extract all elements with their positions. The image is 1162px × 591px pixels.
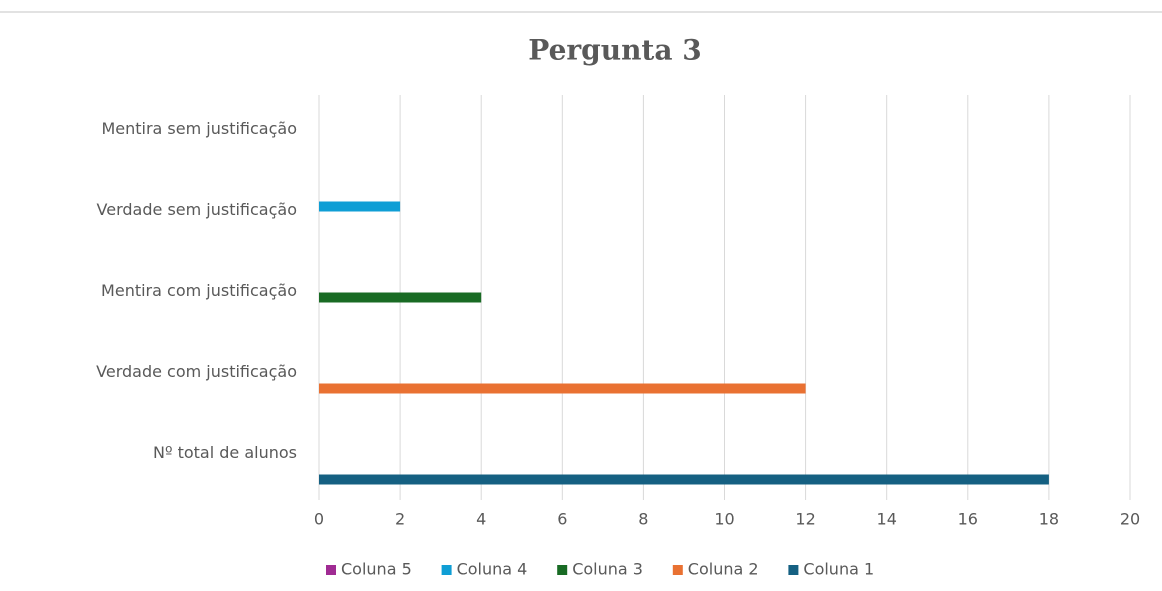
legend-swatch: [672, 565, 683, 575]
x-tick-label: 14: [877, 510, 897, 529]
x-tick-label: 8: [638, 510, 648, 529]
legend-swatch: [441, 565, 452, 575]
x-tick-label: 0: [314, 510, 324, 529]
y-tick-label: Mentira sem justificação: [101, 119, 297, 138]
bar: [319, 474, 1049, 485]
y-tick-label: Verdade com justificação: [96, 362, 297, 381]
bar: [319, 383, 806, 394]
legend-label: Coluna 4: [457, 560, 528, 579]
y-tick-label: Verdade sem justificação: [97, 200, 297, 219]
x-tick-label: 12: [795, 510, 815, 529]
legend-label: Coluna 5: [341, 560, 412, 579]
x-tick-label: 6: [557, 510, 567, 529]
legend-swatch: [788, 565, 799, 575]
legend-label: Coluna 3: [572, 560, 643, 579]
y-tick-label: Mentira com justificação: [101, 281, 297, 300]
legend-label: Coluna 2: [688, 560, 759, 579]
bar: [319, 292, 482, 303]
legend-label: Coluna 1: [803, 560, 874, 579]
legend-swatch: [326, 565, 336, 575]
chart-title: Pergunta 3: [528, 34, 701, 67]
y-tick-label: Nº total de alunos: [153, 443, 297, 462]
x-tick-label: 4: [476, 510, 486, 529]
legend-swatch: [557, 565, 568, 575]
x-tick-label: 16: [958, 510, 978, 529]
x-tick-label: 2: [395, 510, 405, 529]
bar: [319, 201, 401, 212]
x-tick-label: 18: [1039, 510, 1059, 529]
x-tick-label: 10: [714, 510, 734, 529]
x-tick-label: 20: [1120, 510, 1140, 529]
